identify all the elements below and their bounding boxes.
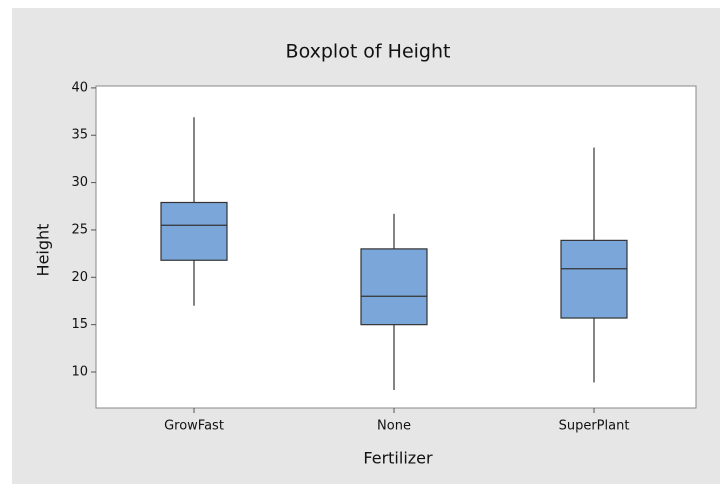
y-tick-label: 40 <box>71 80 88 95</box>
y-tick-label: 25 <box>71 222 88 237</box>
y-tick-label: 15 <box>71 317 88 332</box>
box <box>560 239 628 319</box>
x-axis-label: Fertilizer <box>363 449 433 468</box>
x-tick-label: None <box>377 419 411 434</box>
y-tick-label: 10 <box>71 365 88 380</box>
x-tick-label: SuperPlant <box>559 419 630 434</box>
y-tick-label: 20 <box>71 270 88 285</box>
x-tick-label: GrowFast <box>164 419 224 434</box>
y-tick-label: 35 <box>71 128 88 143</box>
box <box>160 201 228 261</box>
y-axis-label: Height <box>34 224 53 277</box>
box <box>360 248 428 326</box>
chart-title: Boxplot of Height <box>286 41 451 63</box>
y-tick-label: 30 <box>71 175 88 190</box>
